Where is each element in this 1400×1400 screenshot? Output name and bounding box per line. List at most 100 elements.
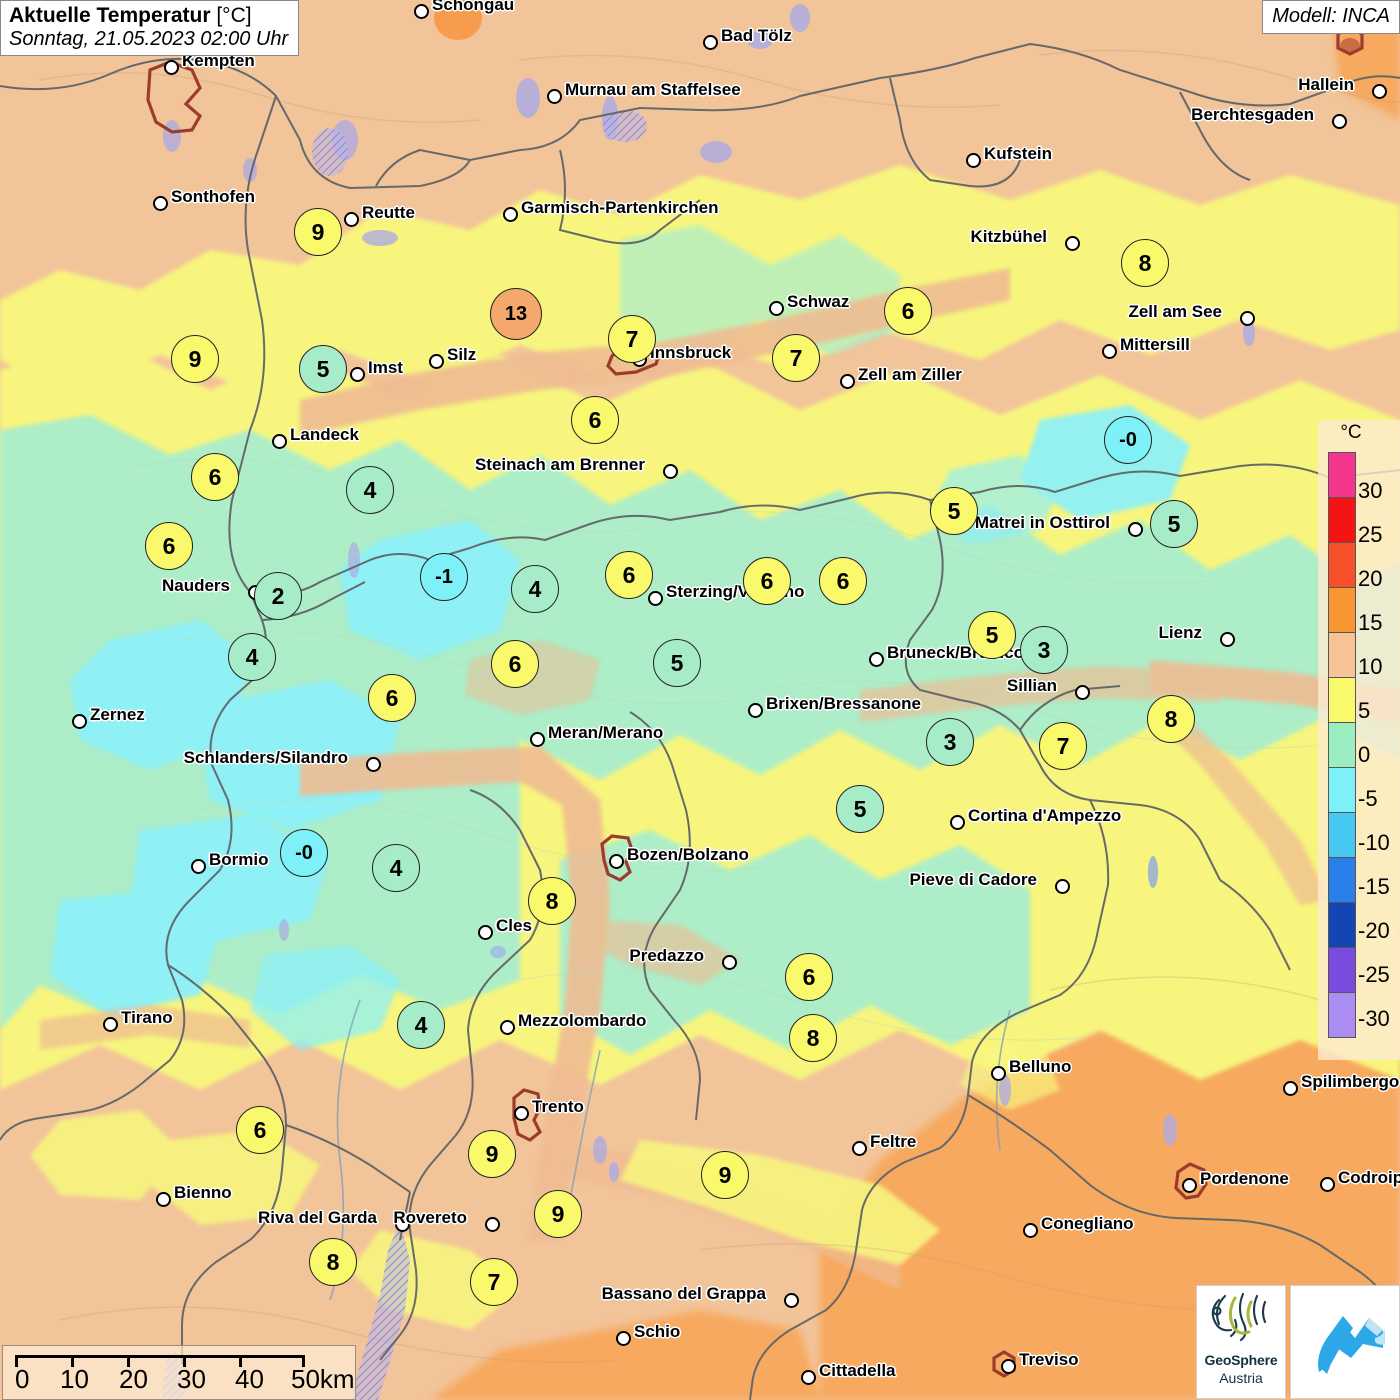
city-dot-icon <box>485 1217 500 1232</box>
station-temperature-marker[interactable]: 5 <box>299 345 347 393</box>
city-label: Feltre <box>870 1132 917 1151</box>
city-dot-icon <box>852 1141 867 1156</box>
station-temperature-marker[interactable]: 6 <box>191 453 239 501</box>
station-temperature-marker[interactable]: 9 <box>534 1190 582 1238</box>
city-label: Conegliano <box>1041 1214 1134 1233</box>
scale-rule <box>15 1355 305 1367</box>
station-temperature-marker[interactable]: 7 <box>772 334 820 382</box>
city-label: Cortina d'Ampezzo <box>968 806 1122 825</box>
station-temperature-marker[interactable]: 6 <box>145 522 193 570</box>
legend-swatch <box>1329 633 1355 678</box>
station-temperature-marker[interactable]: 6 <box>819 557 867 605</box>
station-temperature-marker[interactable]: 8 <box>1147 695 1195 743</box>
station-temperature-marker[interactable]: 5 <box>653 639 701 687</box>
station-temperature-marker[interactable]: 6 <box>571 396 619 444</box>
legend-tick-label: -25 <box>1358 962 1390 987</box>
station-temperature-marker[interactable]: 5 <box>1150 500 1198 548</box>
station-temperature-marker[interactable]: 7 <box>1039 722 1087 770</box>
station-temperature-marker[interactable]: 8 <box>309 1238 357 1286</box>
station-temperature-marker[interactable]: 6 <box>605 551 653 599</box>
legend-tick-label: 0 <box>1358 742 1371 767</box>
scale-label: 40 <box>235 1364 264 1394</box>
city-dot-icon <box>272 434 287 449</box>
legend-color-column <box>1328 452 1356 1038</box>
city-dot-icon <box>366 757 381 772</box>
station-temperature-marker[interactable]: 9 <box>294 208 342 256</box>
station-temperature-marker[interactable]: -0 <box>1104 416 1152 464</box>
city-label: Sonthofen <box>171 187 256 206</box>
scale-label: 50km <box>291 1364 355 1394</box>
city-dot-icon <box>153 196 168 211</box>
city-dot-icon <box>950 815 965 830</box>
city-dot-icon <box>1075 685 1090 700</box>
station-temperature-marker[interactable]: 4 <box>372 844 420 892</box>
geosphere-logo: GeoSphere Austria <box>1196 1285 1286 1399</box>
station-temperature-marker[interactable]: -1 <box>420 553 468 601</box>
city-dot-icon <box>191 859 206 874</box>
city-label: Belluno <box>1009 1057 1072 1076</box>
city-dot-icon <box>1320 1177 1335 1192</box>
station-temperature-marker[interactable]: 6 <box>368 674 416 722</box>
station-temperature-marker[interactable]: 8 <box>528 877 576 925</box>
city-dot-icon <box>769 301 784 316</box>
station-temperature-marker[interactable]: 7 <box>608 315 656 363</box>
station-temperature-marker[interactable]: 5 <box>836 785 884 833</box>
city-label: Zell am See <box>1128 302 1222 321</box>
city-dot-icon <box>1001 1359 1016 1374</box>
station-temperature-marker[interactable]: 3 <box>926 718 974 766</box>
station-temperature-marker[interactable]: 4 <box>346 466 394 514</box>
station-temperature-marker[interactable]: 13 <box>490 288 542 340</box>
legend-tick-label: 25 <box>1358 522 1383 547</box>
city-label: Predazzo <box>629 946 704 965</box>
city-label: Mittersill <box>1120 335 1190 354</box>
station-temperature-marker[interactable]: 6 <box>743 557 791 605</box>
city-dot-icon <box>1102 344 1117 359</box>
station-temperature-marker[interactable]: 3 <box>1020 626 1068 674</box>
city-dot-icon <box>72 714 87 729</box>
legend-tick-label: 10 <box>1358 654 1383 679</box>
city-dot-icon <box>478 925 493 940</box>
city-dot-icon <box>748 703 763 718</box>
city-label: Tirano <box>121 1008 173 1027</box>
city-dot-icon <box>1240 311 1255 326</box>
city-label: Meran/Merano <box>548 723 664 742</box>
station-temperature-marker[interactable]: 8 <box>789 1014 837 1062</box>
station-temperature-marker[interactable]: 4 <box>397 1001 445 1049</box>
blue-mountain-icon <box>1318 1316 1385 1374</box>
city-label: Brixen/Bressanone <box>766 694 921 713</box>
scale-label: 10 <box>60 1364 89 1394</box>
station-temperature-marker[interactable]: 6 <box>884 287 932 335</box>
legend-swatch <box>1329 723 1355 768</box>
city-label: Berchtesgaden <box>1191 105 1314 124</box>
station-temperature-marker[interactable]: 6 <box>236 1106 284 1154</box>
station-temperature-marker[interactable]: 4 <box>228 633 276 681</box>
station-temperature-marker[interactable]: -0 <box>280 829 328 877</box>
city-dot-icon <box>616 1331 631 1346</box>
city-label: Schlanders/Silandro <box>183 748 348 767</box>
legend-tick-label: -30 <box>1358 1006 1390 1031</box>
station-temperature-marker[interactable]: 7 <box>470 1258 518 1306</box>
station-temperature-marker[interactable]: 9 <box>171 335 219 383</box>
station-temperature-marker[interactable]: 6 <box>491 640 539 688</box>
city-dot-icon <box>1220 632 1235 647</box>
station-temperature-marker[interactable]: 5 <box>968 611 1016 659</box>
station-temperature-marker[interactable]: 8 <box>1121 239 1169 287</box>
city-label: Nauders <box>161 576 230 595</box>
city-label: Silz <box>447 345 477 364</box>
legend-tick-label: -20 <box>1358 918 1390 943</box>
temperature-legend: °C 30 25 20 15 10 5 0 -5 -10 -15 -20 -25 -30 <box>1318 420 1400 1060</box>
station-temperature-marker[interactable]: 9 <box>468 1130 516 1178</box>
city-label: Lienz <box>1158 623 1202 642</box>
legend-swatch <box>1329 543 1355 588</box>
station-temperature-marker[interactable]: 2 <box>254 572 302 620</box>
city-dot-icon <box>801 1370 816 1385</box>
station-temperature-marker[interactable]: 4 <box>511 565 559 613</box>
model-box: Modell: INCA <box>1262 0 1400 34</box>
city-dot-icon <box>350 367 365 382</box>
station-temperature-marker[interactable]: 6 <box>785 953 833 1001</box>
station-temperature-marker[interactable]: 5 <box>930 487 978 535</box>
station-temperature-marker[interactable]: 9 <box>701 1151 749 1199</box>
legend-tick-label: -15 <box>1358 874 1390 899</box>
legend-swatch <box>1329 498 1355 543</box>
city-dot-icon <box>1372 84 1387 99</box>
